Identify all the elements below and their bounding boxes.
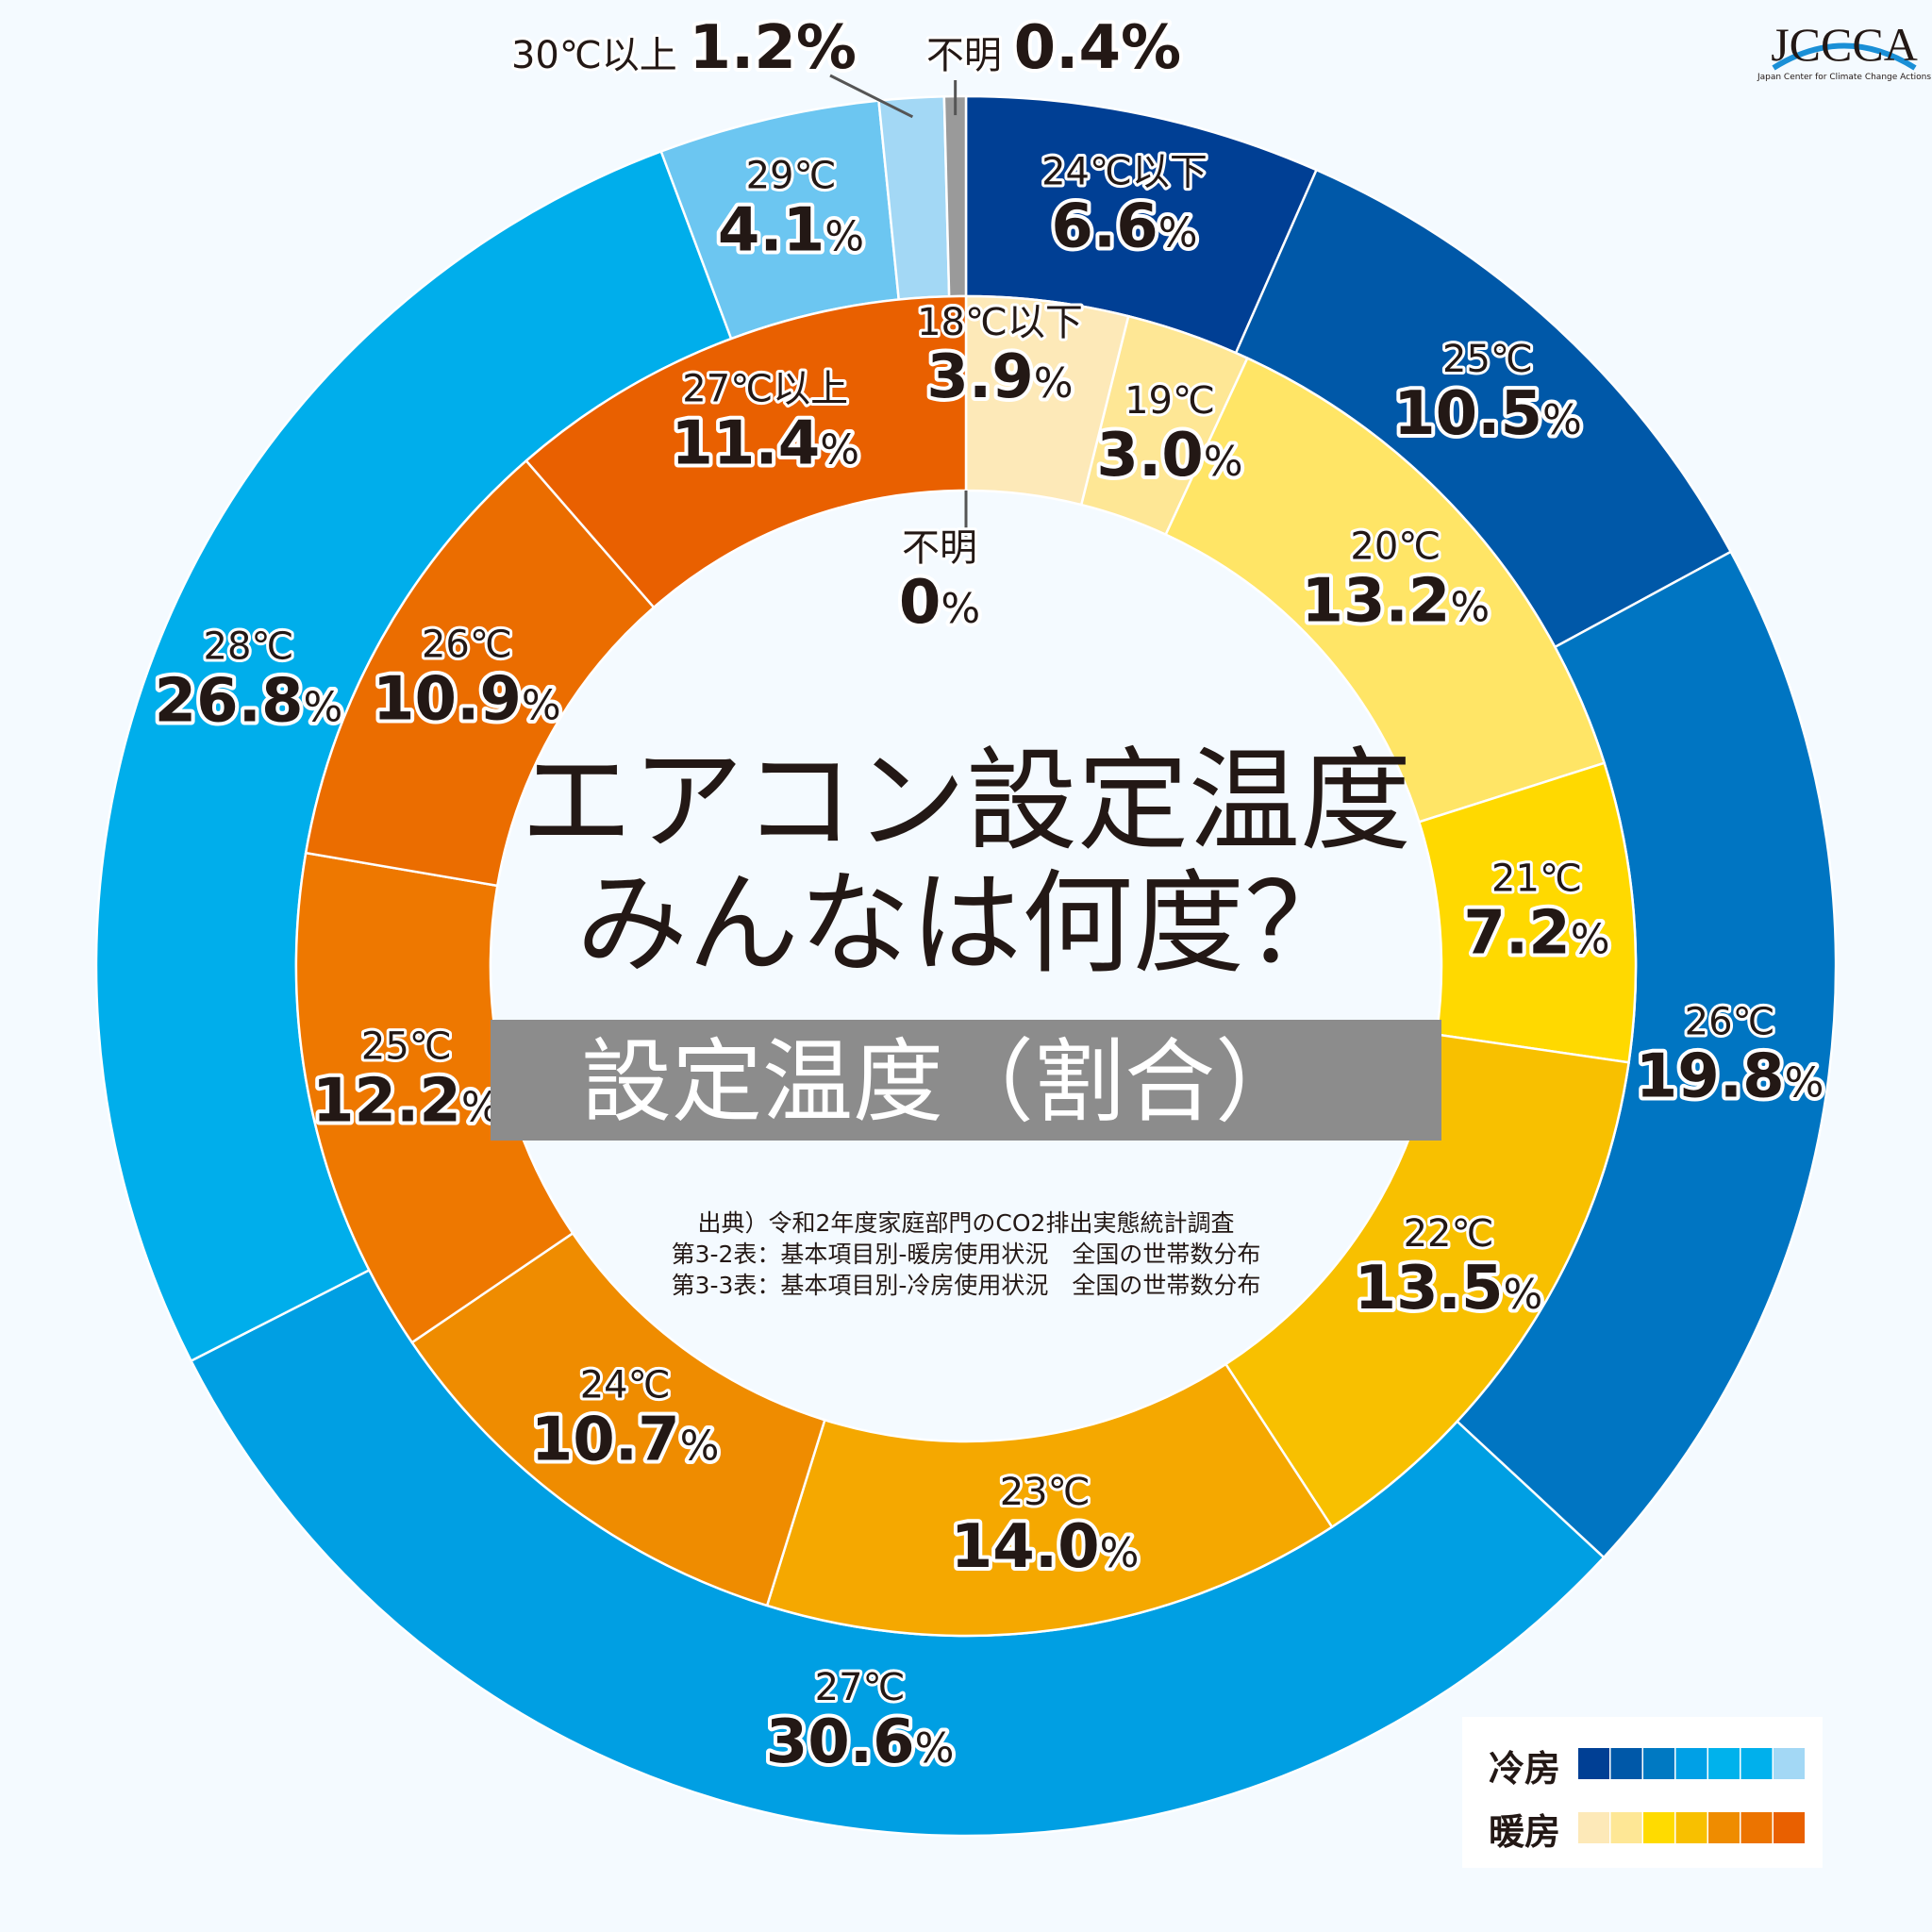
data-label: 30℃以上 1.2% xyxy=(511,13,857,83)
legend-swatch-heating xyxy=(1610,1812,1642,1843)
slice-inner-5 xyxy=(765,1362,1334,1638)
data-label: 25℃10.5% xyxy=(1390,335,1586,453)
data-label: 不明 0.4% xyxy=(926,13,1181,83)
legend-swatch-cooling xyxy=(1578,1748,1609,1779)
value-label: 3.0% xyxy=(1096,421,1242,491)
source-line: 第3-3表：基本項目別-冷房使用状況 全国の世帯数分布 xyxy=(672,1272,1261,1299)
value-label: 30.6% xyxy=(766,1707,955,1777)
legend-swatch-heating xyxy=(1708,1812,1740,1843)
value-label: 0% xyxy=(899,568,980,638)
legend-swatch-cooling xyxy=(1708,1748,1740,1779)
data-label: 23℃14.0% xyxy=(947,1468,1143,1586)
data-label: 19℃3.0% xyxy=(1092,376,1246,494)
data-label: 26℃19.8% xyxy=(1632,997,1828,1115)
legend-swatch-cooling xyxy=(1774,1748,1805,1779)
category-label: 29℃ xyxy=(746,154,837,197)
slice-inner-9 xyxy=(525,294,968,609)
category-label: 28℃ xyxy=(204,625,294,668)
jccca-logo: JCCCA Japan Center for Climate Change Ac… xyxy=(1757,18,1931,82)
category-label: 25℃ xyxy=(361,1025,452,1069)
data-label: 21℃7.2% xyxy=(1459,854,1613,972)
source-line: 第3-2表：基本項目別-暖房使用状況 全国の世帯数分布 xyxy=(672,1241,1261,1268)
data-label: 28℃26.8% xyxy=(151,622,347,740)
data-label: 29℃4.1% xyxy=(714,151,868,269)
legend-swatch-cooling xyxy=(1643,1748,1674,1779)
data-label: 26℃10.9% xyxy=(369,621,565,739)
value-label: 10.5% xyxy=(1393,379,1582,449)
slice-inner-4 xyxy=(1224,1033,1631,1529)
legend-swatch-cooling xyxy=(1740,1748,1773,1779)
legend-swatch-heating xyxy=(1774,1812,1805,1843)
logo-subtitle: Japan Center for Climate Change Actions xyxy=(1757,73,1931,82)
legend-heating-label: 暖房 xyxy=(1489,1811,1560,1853)
category-label: 不明 xyxy=(902,526,977,570)
source-line: 出典）令和2年度家庭部門のCO2排出実態統計調査 xyxy=(698,1209,1235,1237)
value-label: 4.1% xyxy=(718,195,864,265)
data-label: 27℃30.6% xyxy=(762,1663,958,1781)
legend-swatch-heating xyxy=(1675,1812,1707,1843)
value-label: 10.9% xyxy=(373,665,561,735)
value-label: 19.8% xyxy=(1636,1041,1824,1111)
legend-swatch-cooling xyxy=(1610,1748,1642,1779)
value-label: 10.7% xyxy=(531,1406,720,1475)
slice-outer-7 xyxy=(942,94,968,298)
category-label: 18℃以下 xyxy=(917,301,1083,344)
data-label: 22℃13.5% xyxy=(1351,1209,1547,1327)
category-label: 26℃ xyxy=(422,624,512,667)
subtitle-band-text: 設定温度（割合） xyxy=(581,1029,1306,1135)
rings xyxy=(94,94,1838,1838)
value-label: 13.2% xyxy=(1301,567,1490,637)
data-label: 不明0% xyxy=(895,524,984,641)
subtitle-band xyxy=(491,1020,1441,1141)
value-label: 3.9% xyxy=(926,342,1073,412)
value-label: 14.0% xyxy=(951,1512,1140,1582)
legend-swatch-cooling xyxy=(1675,1748,1707,1779)
category-label: 24℃以下 xyxy=(1041,150,1208,193)
value-label: 13.5% xyxy=(1355,1254,1543,1324)
category-label: 25℃ xyxy=(1442,338,1533,381)
leader-line xyxy=(829,74,914,119)
title-line1: エアコン設定温度 xyxy=(521,736,1411,866)
value-label: 26.8% xyxy=(155,666,343,736)
category-label: 26℃ xyxy=(1685,1000,1775,1043)
title-line2: みんなは何度？ xyxy=(576,858,1356,989)
value-label: 7.2% xyxy=(1463,898,1609,968)
data-label: 25℃12.2% xyxy=(308,1023,505,1141)
category-label: 24℃ xyxy=(580,1364,671,1407)
legend-swatch-heating xyxy=(1578,1812,1609,1843)
category-label: 27℃ xyxy=(815,1666,906,1709)
legend-cooling-label: 冷房 xyxy=(1489,1748,1560,1790)
legend: 冷房 暖房 xyxy=(1462,1717,1823,1868)
category-label: 22℃ xyxy=(1404,1212,1494,1256)
category-label: 27℃以上 xyxy=(682,368,848,411)
category-label: 21℃ xyxy=(1491,857,1582,900)
category-label: 19℃ xyxy=(1124,379,1215,423)
legend-swatch-heating xyxy=(1643,1812,1674,1843)
logo-text: JCCCA xyxy=(1771,18,1918,71)
value-label: 11.4% xyxy=(671,409,859,479)
value-label: 6.6% xyxy=(1051,192,1197,261)
data-label: 20℃13.2% xyxy=(1297,523,1493,641)
labels: 24℃以下6.6%25℃10.5%26℃19.8%27℃30.6%28℃26.8… xyxy=(151,9,1828,1781)
data-label: 24℃10.7% xyxy=(527,1361,724,1479)
category-label: 20℃ xyxy=(1350,525,1441,569)
legend-swatch-heating xyxy=(1740,1812,1773,1843)
category-label: 23℃ xyxy=(1000,1471,1091,1514)
